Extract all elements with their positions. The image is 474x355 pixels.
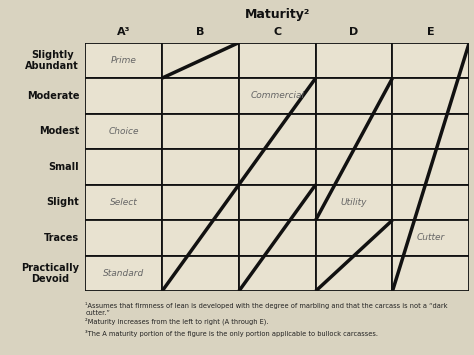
Text: B: B <box>196 27 205 37</box>
Text: Small: Small <box>48 162 79 172</box>
Text: Commercial: Commercial <box>250 91 304 100</box>
Text: Standard: Standard <box>103 269 145 278</box>
Bar <box>85 43 162 78</box>
Bar <box>392 185 469 220</box>
Bar <box>162 43 239 78</box>
Bar <box>162 256 239 291</box>
Bar <box>162 78 239 114</box>
Text: Maturity²: Maturity² <box>245 8 310 21</box>
Bar <box>392 256 469 291</box>
Bar <box>239 149 316 185</box>
Bar <box>316 43 392 78</box>
Text: ¹Assumes that firmness of lean is developed with the degree of marbling and that: ¹Assumes that firmness of lean is develo… <box>85 302 448 316</box>
Bar <box>239 114 316 149</box>
Bar <box>239 43 316 78</box>
Bar <box>239 78 316 114</box>
Bar <box>239 185 316 220</box>
Bar <box>162 114 239 149</box>
Bar <box>392 43 469 78</box>
Bar <box>392 220 469 256</box>
Text: Practically
Devoid: Practically Devoid <box>21 263 79 284</box>
Text: E: E <box>427 27 435 37</box>
Bar <box>239 220 316 256</box>
Bar <box>316 114 392 149</box>
Text: Utility: Utility <box>341 198 367 207</box>
Bar <box>316 185 392 220</box>
Text: C: C <box>273 27 282 37</box>
Text: Moderate: Moderate <box>27 91 79 101</box>
Text: Slightly
Abundant: Slightly Abundant <box>26 50 79 71</box>
Bar <box>316 256 392 291</box>
Bar <box>239 256 316 291</box>
Bar <box>162 220 239 256</box>
Bar <box>392 78 469 114</box>
Bar <box>162 149 239 185</box>
Text: Prime: Prime <box>111 56 137 65</box>
Text: ²Maturity increases from the left to right (A through E).: ²Maturity increases from the left to rig… <box>85 318 269 325</box>
Bar <box>392 114 469 149</box>
Text: Choice: Choice <box>109 127 139 136</box>
Bar <box>316 149 392 185</box>
Bar <box>85 114 162 149</box>
Text: D: D <box>349 27 359 37</box>
Bar <box>316 220 392 256</box>
Bar <box>85 149 162 185</box>
Bar <box>85 256 162 291</box>
Bar <box>85 78 162 114</box>
Text: Modest: Modest <box>39 126 79 136</box>
Text: ³The A maturity portion of the figure is the only portion applicable to bullock : ³The A maturity portion of the figure is… <box>85 330 378 337</box>
Bar <box>85 185 162 220</box>
Text: Slight: Slight <box>46 197 79 207</box>
Text: A³: A³ <box>117 27 130 37</box>
Text: Traces: Traces <box>44 233 79 243</box>
Bar <box>392 149 469 185</box>
Bar <box>316 78 392 114</box>
Bar <box>85 220 162 256</box>
Text: Select: Select <box>110 198 137 207</box>
Bar <box>162 185 239 220</box>
Text: Cutter: Cutter <box>417 233 445 242</box>
